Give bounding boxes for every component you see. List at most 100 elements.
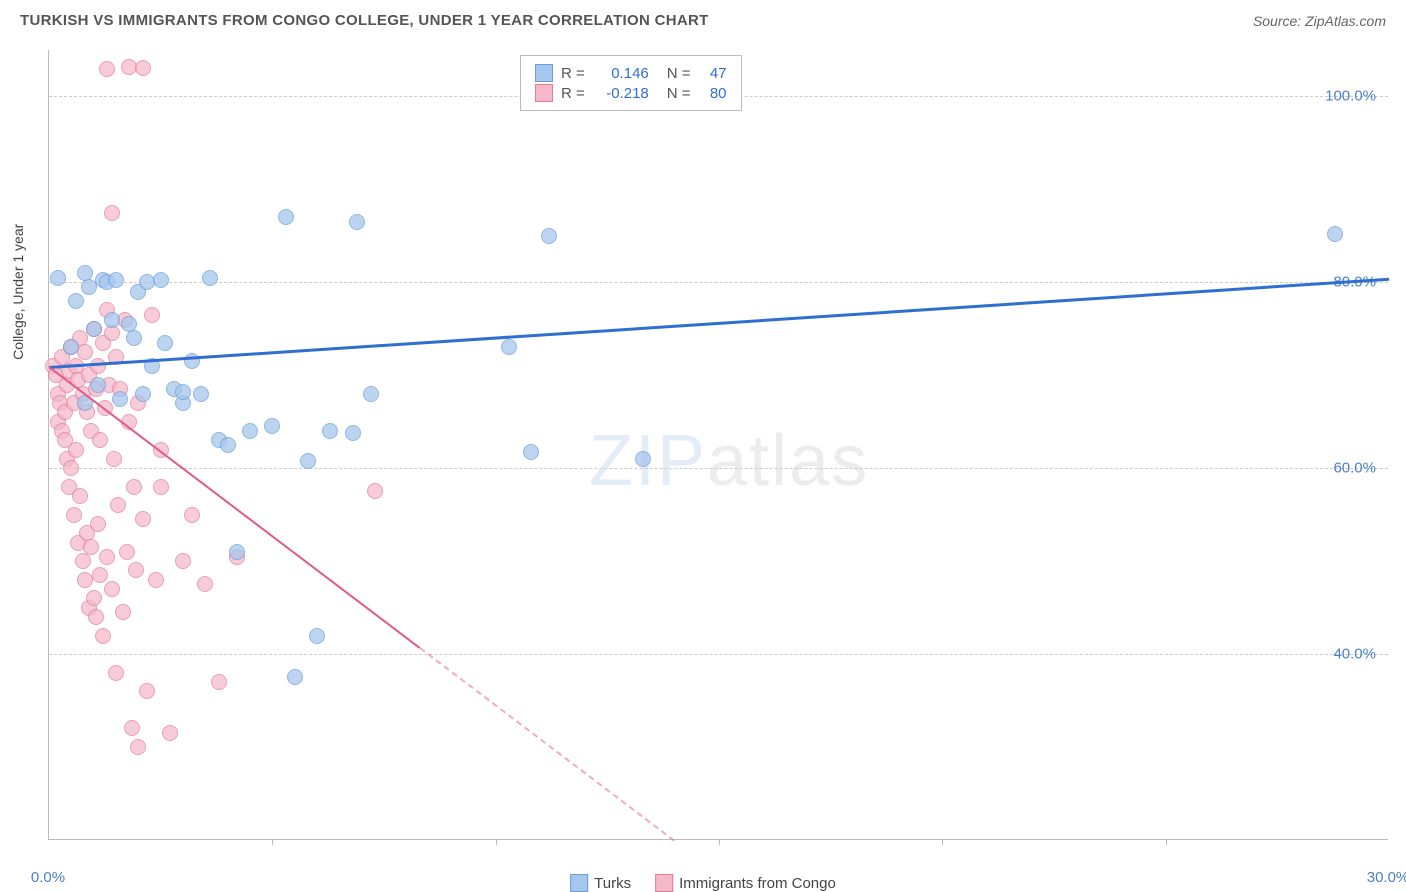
congo-point xyxy=(119,544,135,560)
turks-point xyxy=(264,418,280,434)
congo-point xyxy=(92,567,108,583)
congo-point xyxy=(63,460,79,476)
turks-point xyxy=(157,335,173,351)
congo-point xyxy=(175,553,191,569)
turks-point xyxy=(86,321,102,337)
legend-swatch xyxy=(655,874,673,892)
congo-point xyxy=(153,479,169,495)
turks-point xyxy=(322,423,338,439)
correlation-legend: R =0.146N =47R =-0.218N =80 xyxy=(520,55,742,111)
turks-point xyxy=(193,386,209,402)
legend-swatch xyxy=(535,64,553,82)
turks-point xyxy=(90,377,106,393)
congo-point xyxy=(108,665,124,681)
gridline-h xyxy=(49,654,1388,655)
turks-point xyxy=(501,339,517,355)
legend-r-label: R = xyxy=(561,65,585,82)
turks-point xyxy=(175,384,191,400)
congo-point xyxy=(68,442,84,458)
congo-point xyxy=(99,61,115,77)
turks-point xyxy=(63,339,79,355)
turks-point xyxy=(363,386,379,402)
series-legend-label: Immigrants from Congo xyxy=(679,875,836,892)
chart-title: TURKISH VS IMMIGRANTS FROM CONGO COLLEGE… xyxy=(20,12,709,29)
x-tick-30: 30.0% xyxy=(1367,869,1406,886)
congo-point xyxy=(99,549,115,565)
legend-row-turks: R =0.146N =47 xyxy=(535,64,727,82)
congo-point xyxy=(128,562,144,578)
trend-line xyxy=(419,647,675,842)
scatter-chart: ZIPatlas 40.0%60.0%80.0%100.0% xyxy=(48,50,1388,840)
congo-point xyxy=(104,205,120,221)
congo-point xyxy=(126,479,142,495)
x-tick-mark xyxy=(719,839,720,845)
turks-point xyxy=(229,544,245,560)
congo-point xyxy=(110,497,126,513)
turks-point xyxy=(153,272,169,288)
congo-point xyxy=(148,572,164,588)
x-tick-mark xyxy=(272,839,273,845)
x-tick-mark xyxy=(942,839,943,845)
turks-point xyxy=(135,386,151,402)
congo-point xyxy=(92,432,108,448)
gridline-h xyxy=(49,468,1388,469)
congo-point xyxy=(139,683,155,699)
turks-point xyxy=(278,209,294,225)
congo-point xyxy=(197,576,213,592)
legend-r-value: -0.218 xyxy=(593,85,649,102)
congo-point xyxy=(90,358,106,374)
congo-point xyxy=(83,539,99,555)
source-attribution: Source: ZipAtlas.com xyxy=(1253,13,1386,29)
watermark: ZIPatlas xyxy=(589,420,869,502)
legend-swatch xyxy=(535,84,553,102)
turks-point xyxy=(50,270,66,286)
y-tick-label: 60.0% xyxy=(1333,460,1376,477)
trend-line xyxy=(48,366,420,649)
legend-swatch xyxy=(570,874,588,892)
turks-point xyxy=(242,423,258,439)
series-legend-item-turks: Turks xyxy=(570,874,631,892)
congo-point xyxy=(72,488,88,504)
congo-point xyxy=(130,739,146,755)
congo-point xyxy=(211,674,227,690)
x-tick-mark xyxy=(496,839,497,845)
congo-point xyxy=(66,507,82,523)
turks-point xyxy=(635,451,651,467)
turks-point xyxy=(202,270,218,286)
legend-row-congo: R = -0.218 N = 80 xyxy=(535,84,727,102)
turks-point xyxy=(309,628,325,644)
turks-point xyxy=(68,293,84,309)
congo-point xyxy=(90,516,106,532)
congo-point xyxy=(77,572,93,588)
turks-point xyxy=(108,272,124,288)
turks-point xyxy=(349,214,365,230)
congo-point xyxy=(75,553,91,569)
congo-point xyxy=(135,511,151,527)
turks-point xyxy=(345,425,361,441)
series-legend-item-congo: Immigrants from Congo xyxy=(655,874,836,892)
turks-point xyxy=(104,312,120,328)
turks-point xyxy=(112,391,128,407)
turks-point xyxy=(541,228,557,244)
congo-point xyxy=(95,628,111,644)
gridline-h xyxy=(49,282,1388,283)
congo-point xyxy=(106,451,122,467)
legend-n-value: 80 xyxy=(699,85,727,102)
congo-point xyxy=(135,60,151,76)
series-legend-label: Turks xyxy=(594,875,631,892)
congo-point xyxy=(124,720,140,736)
watermark-atlas: atlas xyxy=(707,421,869,501)
x-tick-mark xyxy=(1166,839,1167,845)
turks-point xyxy=(523,444,539,460)
congo-point xyxy=(367,483,383,499)
legend-r-label: R = xyxy=(561,85,585,102)
series-legend: Turks Immigrants from Congo xyxy=(570,874,836,892)
y-axis-label: College, Under 1 year xyxy=(10,224,26,360)
turks-point xyxy=(287,669,303,685)
turks-point xyxy=(1327,226,1343,242)
congo-point xyxy=(144,307,160,323)
congo-point xyxy=(104,325,120,341)
legend-n-label: N = xyxy=(667,85,691,102)
congo-point xyxy=(88,609,104,625)
congo-point xyxy=(86,590,102,606)
